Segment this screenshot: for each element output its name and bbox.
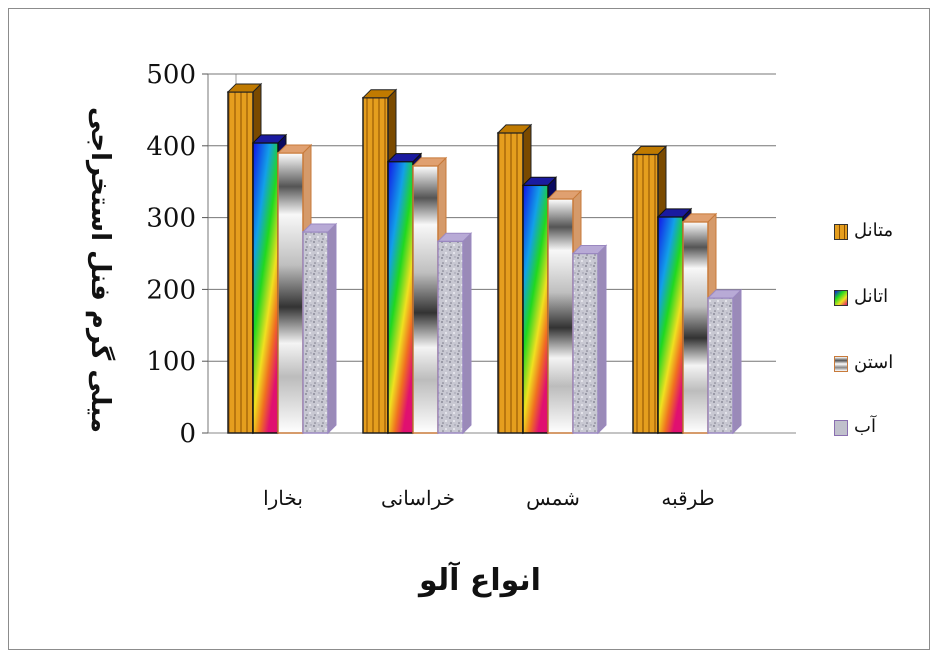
bar-top [656,208,693,218]
x-axis-labels: بخارا خراسانی شمس طرقبه [263,486,715,510]
legend-item-acetone: استن [826,350,926,380]
bar-top [436,232,473,242]
bar [412,165,439,434]
x-tick-label: شمس [526,486,580,510]
legend-item-water: آب [826,414,926,444]
bar [632,153,659,434]
legend-swatch-acetone [834,356,848,372]
bar [497,132,524,434]
bar [387,160,414,434]
legend-swatch-water [834,420,848,436]
legend-swatch-ethanol [834,290,848,306]
bar-side [732,288,742,435]
y-tick-label: 0 [179,419,196,449]
legend-label: متانل [854,220,894,241]
bar-side [597,244,607,435]
legend-swatch-methanol [834,224,848,240]
legend-label: اتانل [854,286,889,307]
x-tick-label: طرقبه [661,486,714,510]
y-tick-label: 400 [146,132,196,162]
bar-top [571,245,608,254]
bar-top [496,124,533,134]
bar [362,96,389,434]
bar [252,142,279,434]
legend: متانل اتانل استن آب [826,218,926,468]
bars [226,82,743,435]
bar [437,240,464,434]
legend-label: آب [854,416,876,437]
bar-side [462,232,472,435]
bar [547,198,574,434]
x-axis-title: انواع آلو [419,563,541,598]
bar-top [631,145,668,155]
bar-top [546,190,583,200]
bar-side [327,222,337,435]
y-tick-label: 200 [146,275,196,305]
bar-top [521,176,558,186]
y-tick-label: 500 [146,60,196,90]
bar [657,216,684,434]
bar-top [251,134,288,144]
bar [277,152,304,434]
bar [572,252,599,434]
x-tick-label: خراسانی [381,486,455,510]
legend-item-methanol: متانل [826,218,926,248]
bar [522,184,549,434]
y-axis: 0 100 200 300 400 500 [146,60,208,449]
y-tick-label: 300 [146,204,196,234]
bar-top [386,153,423,163]
bar-top [301,223,338,233]
y-tick-label: 100 [146,347,196,377]
x-tick-label: بخارا [263,486,303,510]
bar [682,221,709,434]
legend-item-ethanol: اتانل [826,284,926,314]
bar-top [276,144,313,154]
bar-top [226,83,263,93]
bar-top [411,157,448,167]
bar [707,297,734,434]
bar [227,91,254,434]
bar-top [361,89,398,99]
bar [302,231,329,434]
legend-label: استن [854,352,894,373]
y-axis-title: میلی گرم فنل استخراجی [85,107,115,433]
bar-top [706,289,743,299]
bar-top [681,213,718,223]
